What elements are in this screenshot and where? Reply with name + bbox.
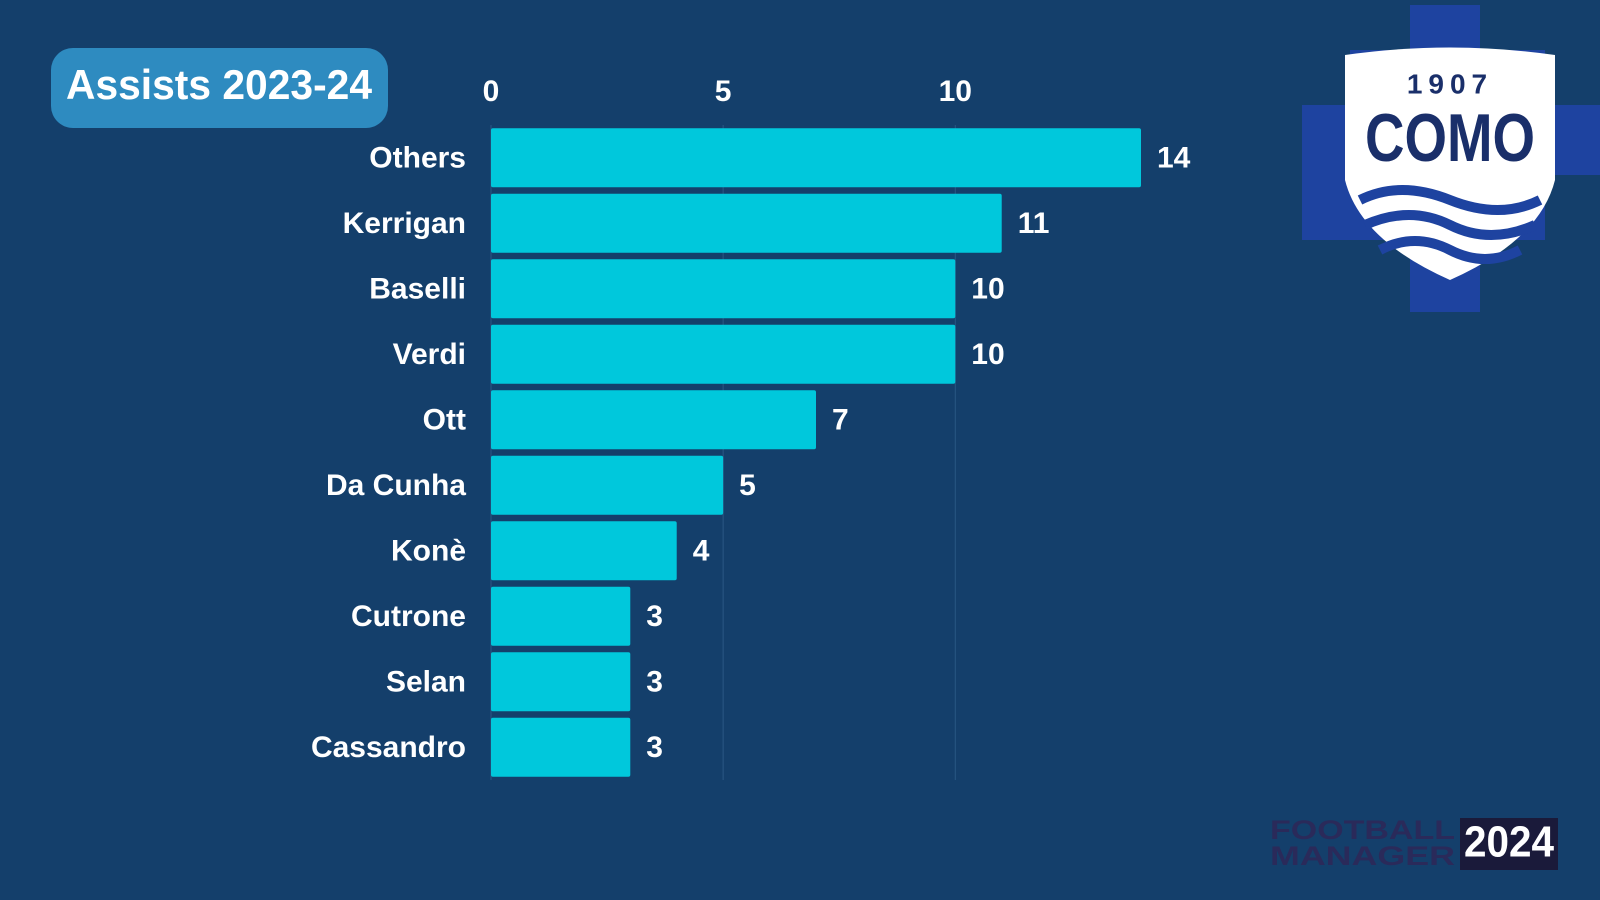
y-tick-label: Kerrigan [343,207,466,240]
bar [491,390,816,450]
y-tick-label: Cutrone [351,600,466,633]
value-label: 4 [693,535,710,568]
x-tick-label: 0 [483,75,500,108]
y-tick-label: Ott [423,404,466,437]
bar [491,717,631,777]
x-tick-label: 5 [715,75,732,108]
bar [491,455,724,515]
crest: 1907 COMO [1302,5,1600,312]
bar [491,521,677,581]
bar [491,652,631,712]
y-tick-label: Baselli [369,273,466,306]
y-tick-label: Cassandro [311,731,466,764]
chart-title: Assists 2023-24 [66,61,373,108]
crest-name: COMO [1365,100,1535,176]
bar [491,586,631,646]
value-label: 7 [832,404,849,437]
value-label: 3 [646,600,663,633]
title-pill [51,48,388,128]
value-label: 5 [739,469,756,502]
value-label: 3 [646,731,663,764]
y-tick-label: Selan [386,666,466,699]
crest-shield [1345,47,1555,280]
value-label: 10 [971,338,1004,371]
value-label: 10 [971,273,1004,306]
brand-line1: FOOTBALL [1270,815,1455,845]
brand-year: 2024 [1464,818,1554,867]
bar [491,259,956,319]
crest-waves [1357,185,1543,264]
y-tick-label: Verdi [393,338,466,371]
y-tick-label: Others [369,142,466,175]
brand-line2: MANAGER [1270,841,1455,871]
bar [491,128,1141,188]
value-label: 14 [1157,142,1191,175]
value-label: 11 [1018,207,1050,240]
y-tick-label: Da Cunha [326,469,466,502]
value-label: 3 [646,666,663,699]
crest-year: 1907 [1407,68,1493,99]
bar [491,193,1002,253]
y-tick-label: Konè [391,535,466,568]
bar [491,324,956,384]
x-tick-label: 10 [939,75,972,108]
brand-year-box [1460,818,1558,870]
brand-logo: FOOTBALL MANAGER 2024 [1270,815,1558,871]
